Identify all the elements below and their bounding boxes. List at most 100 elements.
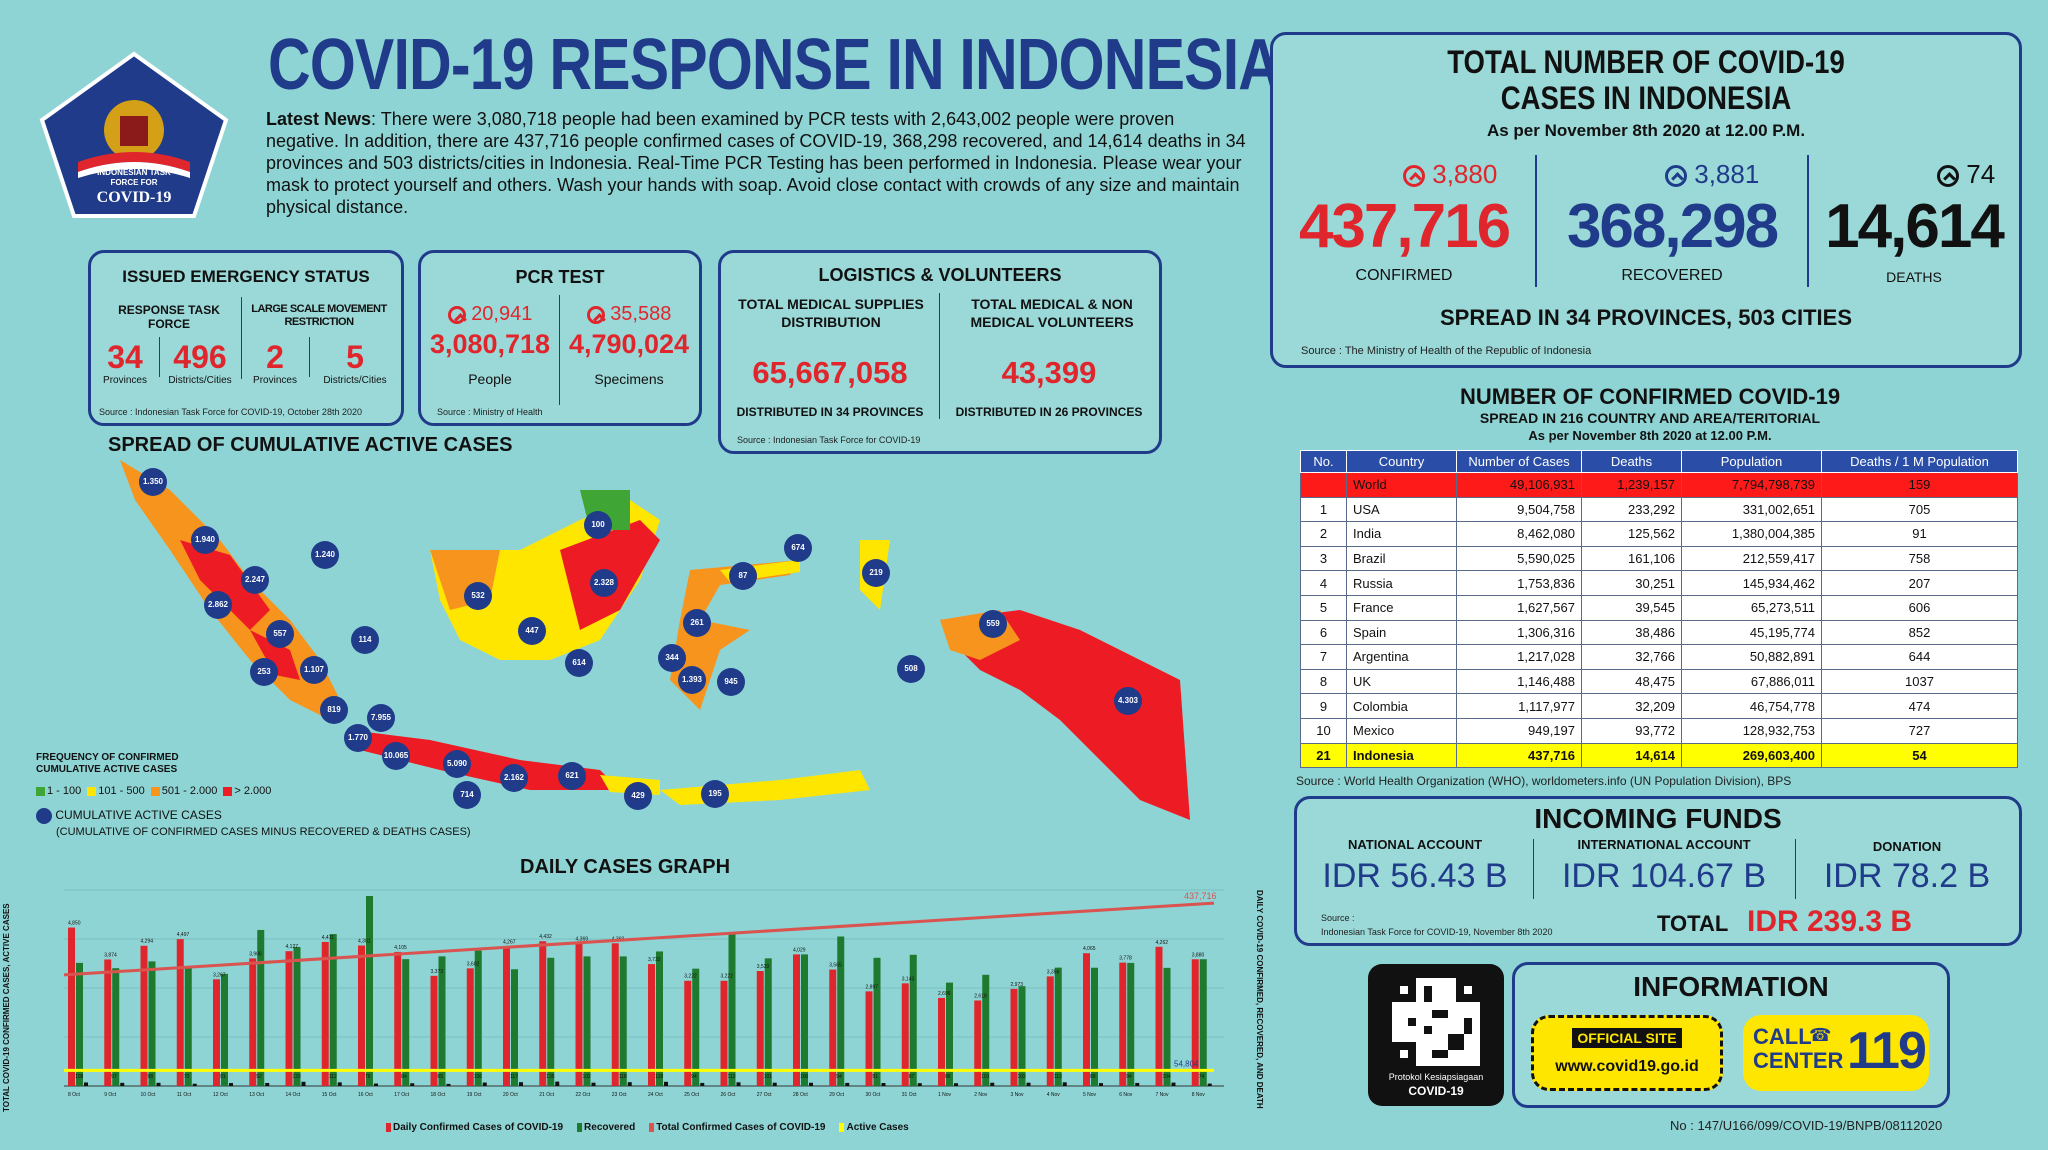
table-cell: 38,486 (1581, 619, 1682, 646)
table-cell: 8,462,080 (1456, 521, 1582, 547)
table-cell: 705 (1821, 496, 2018, 523)
official-site-link[interactable]: OFFICIAL SITE www.covid19.go.id (1531, 1015, 1723, 1091)
recovered-bar (474, 950, 482, 1086)
map-bubble: 2.162 (500, 764, 528, 792)
confirmed-bar (285, 951, 293, 1086)
confirmed-label: 4,029 (793, 947, 806, 953)
increase-icon (1937, 165, 1959, 188)
confirmed-label: 3,222 (721, 974, 734, 980)
table-row: 10 Mexico 949,197 93,772 128,932,753 727 (1300, 717, 2018, 744)
world-subtitle: SPREAD IN 216 COUNTRY AND AREA/TERITORIA… (1479, 410, 1821, 426)
confirmed-bar (1119, 962, 1127, 1086)
confirmed-bar (394, 951, 402, 1086)
total-confirmed-line (63, 901, 1215, 977)
total-value: IDR 239.3 B (1747, 905, 1913, 938)
map-bubble: 100 (584, 511, 612, 539)
x-tick-label: 22 Oct (576, 1092, 591, 1098)
qr-card[interactable]: Protokol Kesiapsiagaan COVID-19 (1368, 964, 1504, 1106)
deaths-bar (917, 1083, 922, 1086)
table-cell: 8 (1300, 668, 1347, 695)
label-districts-2: Districts/Cities (323, 375, 387, 386)
table-cell: 1,117,977 (1456, 693, 1582, 719)
table-cell: 474 (1821, 693, 2018, 719)
confirmed-label: 4,262 (1156, 940, 1169, 946)
x-tick-label: 2 Nov (974, 1092, 988, 1098)
table-cell: 1,217,028 (1456, 644, 1582, 670)
x-tick-label: 10 Oct (141, 1092, 156, 1098)
x-tick-label: 15 Oct (322, 1092, 337, 1098)
deaths-bar (410, 1083, 415, 1086)
deaths-bar (519, 1082, 523, 1086)
map-bubble: 674 (784, 534, 812, 562)
table-cell: 727 (1821, 717, 2018, 744)
task-force-provinces: 34 (107, 339, 143, 375)
confirmed-bar (430, 975, 438, 1086)
x-tick-label: 4 Nov (1047, 1092, 1061, 1098)
deaths-bar (120, 1082, 125, 1086)
spread-text: SPREAD IN 34 PROVINCES, 503 CITIES (1439, 305, 1853, 330)
medical-supplies-value: 65,667,058 (752, 355, 908, 390)
deaths-label: 92 (256, 1074, 262, 1080)
deaths-label: 108 (75, 1074, 84, 1080)
increase-icon (586, 305, 605, 324)
call-center-button[interactable]: CALL CENTER ☎ 119 (1743, 1015, 1929, 1091)
x-tick-label: 9 Oct (104, 1092, 117, 1098)
latest-news: Latest News: There were 3,080,718 people… (266, 108, 1246, 218)
recovered-bar (221, 973, 228, 1086)
x-tick-label: 27 Oct (757, 1092, 772, 1098)
increase-icon (1665, 165, 1687, 188)
x-tick-label: 24 Oct (648, 1092, 663, 1098)
daily-legend-item: Recovered (571, 1122, 635, 1133)
recovered-bar (583, 956, 591, 1086)
table-cell: 65,273,511 (1681, 594, 1822, 621)
confirmed-bar (104, 959, 112, 1086)
table-cell: 161,106 (1581, 545, 1682, 572)
confirmed-increase: 3,880 (1432, 159, 1498, 189)
deaths-bar (482, 1082, 487, 1086)
confirmed-label: 4,127 (286, 944, 299, 950)
deaths-label: 113 (1054, 1074, 1062, 1080)
legend-title2: CUMULATIVE ACTIVE CASES (36, 764, 178, 775)
confirmed-label: 3,778 (1119, 956, 1132, 962)
table-cell: 606 (1821, 594, 2018, 621)
confirmed-label: 3,602 (467, 961, 480, 967)
active-cases-label: 54,804 (1174, 1059, 1199, 1068)
donation-value: IDR 78.2 B (1823, 857, 1991, 895)
deaths-bar (192, 1083, 197, 1086)
recovered-bar (148, 961, 156, 1086)
international-label: INTERNATIONAL ACCOUNT (1577, 837, 1751, 852)
map-bubble: 508 (897, 655, 925, 683)
confirmed-label: 2,696 (938, 991, 951, 997)
table-row: 9 Colombia 1,117,977 32,209 46,754,778 474 (1300, 693, 2018, 719)
recovered-bar (329, 934, 337, 1086)
x-tick-label: 7 Nov (1156, 1092, 1170, 1098)
document-number: No : 147/U166/099/COVID-19/BNPB/08112020 (1670, 1118, 1943, 1133)
legend-item: 101 - 500 (81, 785, 145, 797)
table-cell: 10 (1300, 717, 1347, 744)
deaths-label: 87 (909, 1074, 915, 1080)
task-force-districts: 496 (173, 339, 227, 375)
deaths-label: 91 (220, 1074, 226, 1080)
table-cell: India (1346, 521, 1457, 547)
confirmed-label: 4,301 (358, 939, 371, 945)
table-cell: 9 (1300, 693, 1347, 719)
map-bubble: 621 (558, 762, 586, 790)
deaths-total: 14,614 (1825, 192, 2005, 261)
table-cell: 93,772 (1581, 717, 1682, 744)
table-cell: 4 (1300, 570, 1347, 596)
medical-supplies-sub: DISTRIBUTED IN 34 PROVINCES (736, 405, 924, 419)
map-bubble: 10.065 (382, 742, 410, 770)
table-cell: UK (1346, 668, 1457, 695)
recovered-increase: 3,881 (1694, 159, 1760, 189)
map-bubble: 557 (266, 620, 294, 648)
map-bubble: 4.303 (1114, 687, 1142, 715)
deaths-bar (772, 1082, 777, 1086)
confirmed-label: 2,618 (974, 993, 987, 999)
map-bubble: 261 (683, 609, 711, 637)
confirmed-label: 2,973 (1011, 982, 1024, 988)
confirmed-bar (684, 980, 692, 1086)
deaths-bar (265, 1082, 270, 1086)
confirmed-bar (213, 979, 220, 1086)
confirmed-label: 4,065 (1083, 946, 1096, 952)
x-tick-label: 18 Oct (431, 1092, 446, 1098)
